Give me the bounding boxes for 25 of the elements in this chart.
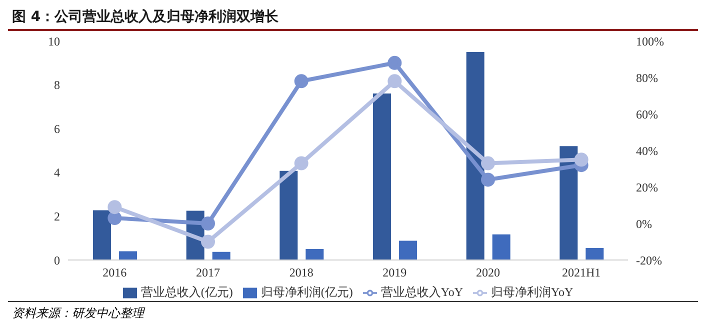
y2-tick-label: 40% [636, 144, 658, 158]
y-tick-label: 0 [54, 253, 60, 268]
legend-label: 营业总收入YoY [380, 285, 463, 299]
y2-tick-label: 60% [636, 107, 658, 122]
y-tick-label: 6 [54, 122, 60, 136]
legend-label: 归母净利润YoY [491, 285, 574, 299]
y2-tick-label: 0% [636, 216, 652, 231]
x-tick-label: 2019 [382, 266, 407, 280]
y2-tick-label: -20% [636, 253, 662, 268]
x-tick-label: 2017 [196, 266, 220, 280]
y-tick-label: 10 [48, 34, 60, 48]
y-tick-label: 8 [54, 78, 60, 92]
legend-label: 营业总收入(亿元) [140, 285, 233, 299]
y-tick-label: 4 [54, 166, 60, 180]
legend-label: 归母净利润(亿元) [260, 285, 353, 299]
x-tick-label: 2021H1 [562, 266, 601, 280]
y-tick-label: 2 [54, 209, 60, 224]
chart-title: 图 4：公司营业总收入及归母净利润双增长 [8, 8, 698, 31]
x-tick-label: 2018 [289, 266, 314, 280]
y2-tick-label: 20% [636, 180, 658, 194]
y2-tick-label: 80% [636, 70, 658, 85]
x-tick-label: 2016 [102, 266, 127, 280]
y2-tick-label: 100% [636, 34, 664, 48]
x-tick-label: 2020 [476, 266, 500, 280]
text: 资料来源：研发中心整理 [8, 301, 698, 325]
